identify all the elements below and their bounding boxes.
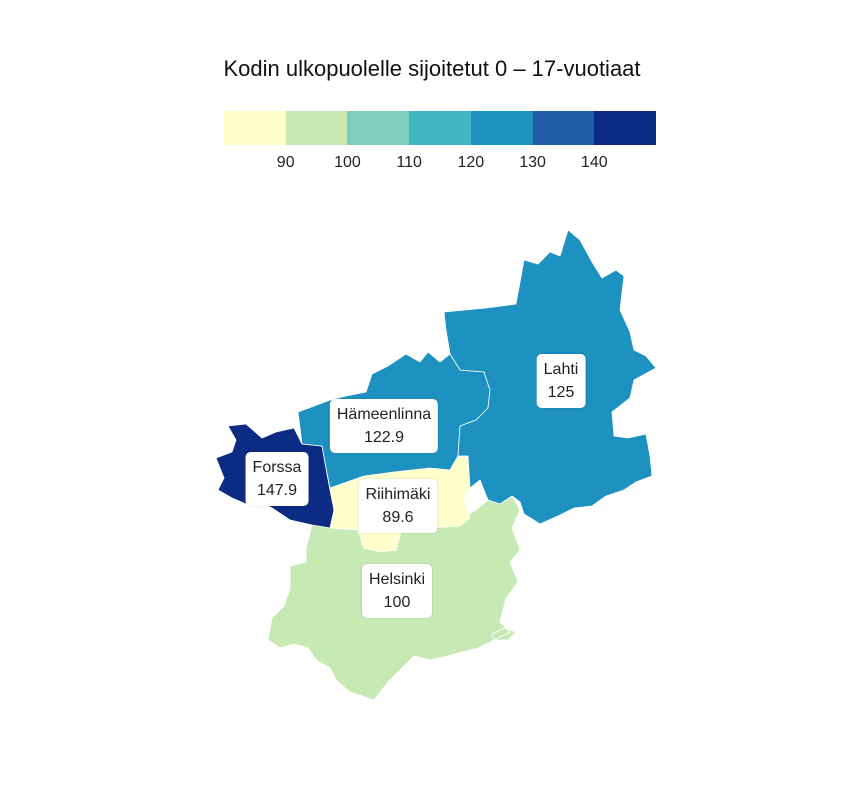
legend-ticks: 90 100 110 120 130 140 <box>0 0 864 171</box>
map-title: Kodin ulkopuolelle sijoitetut 0 – 17-vuo… <box>223 56 641 81</box>
label-hameenlinna-value: 122.9 <box>363 429 405 446</box>
label-lahti-name: Lahti <box>543 361 579 378</box>
legend-swatch-6 <box>594 111 657 145</box>
color-legend <box>224 111 657 145</box>
label-riihimaki: Riihimäki 89.6 <box>358 479 438 533</box>
label-forssa: Forssa 147.9 <box>245 452 309 506</box>
legend-swatch-1 <box>285 111 348 145</box>
legend-tick-90: 90 <box>276 154 295 171</box>
label-hameenlinna-name: Hämeenlinna <box>336 406 432 423</box>
legend-swatch-0 <box>224 111 286 145</box>
legend-tick-120: 120 <box>457 154 485 171</box>
legend-tick-110: 110 <box>396 154 422 171</box>
label-lahti: Lahti 125 <box>536 354 586 408</box>
legend-tick-100: 100 <box>334 154 361 171</box>
legend-swatch-5 <box>532 111 595 145</box>
legend-swatch-2 <box>347 111 410 145</box>
label-lahti-value: 125 <box>547 384 575 401</box>
label-riihimaki-name: Riihimäki <box>365 486 431 503</box>
legend-swatch-3 <box>409 111 471 145</box>
label-forssa-name: Forssa <box>252 459 302 476</box>
label-forssa-value: 147.9 <box>256 482 298 499</box>
label-helsinki-value: 100 <box>383 594 411 611</box>
label-hameenlinna: Hämeenlinna 122.9 <box>329 399 439 453</box>
label-helsinki: Helsinki 100 <box>361 564 433 618</box>
legend-tick-130: 130 <box>519 154 546 171</box>
label-riihimaki-value: 89.6 <box>382 509 414 526</box>
label-helsinki-name: Helsinki <box>368 571 426 588</box>
legend-swatch-4 <box>470 111 533 145</box>
legend-tick-140: 140 <box>580 154 608 171</box>
